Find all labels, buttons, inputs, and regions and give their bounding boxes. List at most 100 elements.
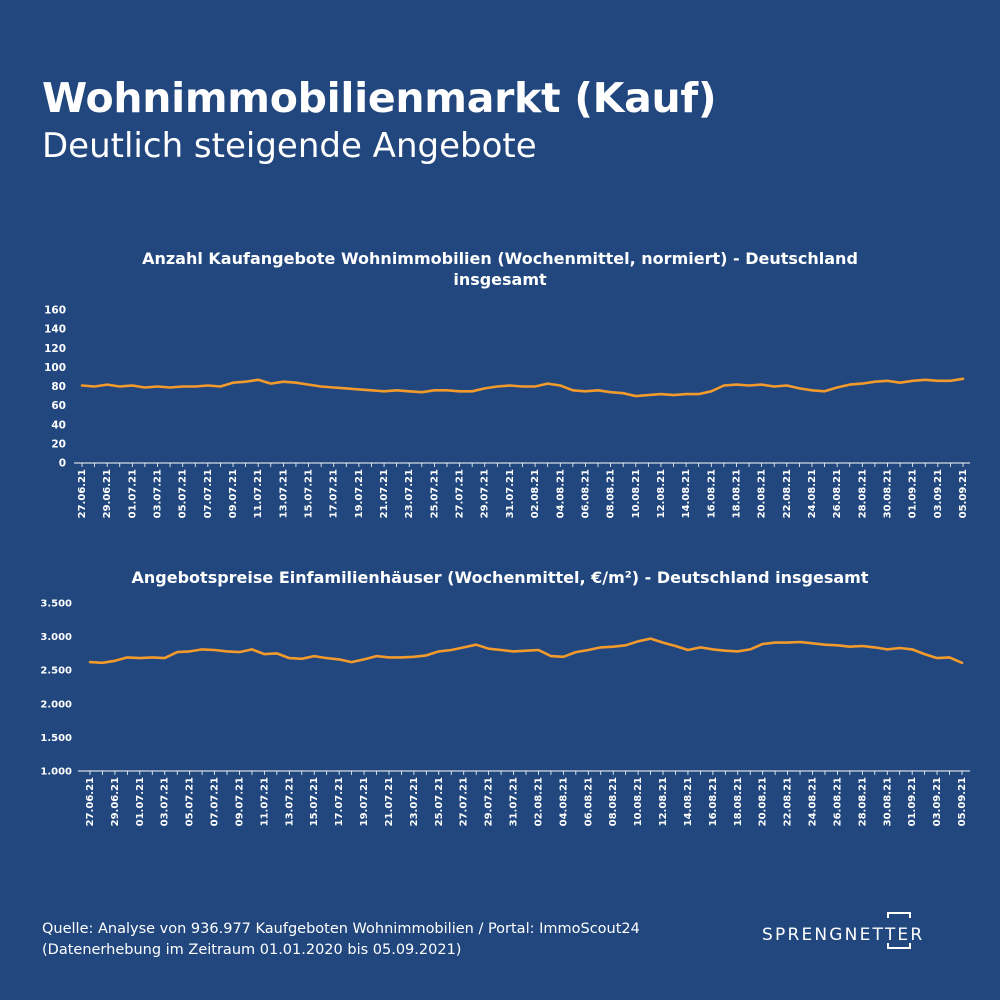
logo-text: SPRENGNETTER <box>762 925 925 945</box>
chart-1-x-tick-label: 23.07.21 <box>404 469 415 518</box>
chart-1-x-tick-label: 01.09.21 <box>908 469 919 518</box>
chart-2-x-tick-label: 01.07.21 <box>135 777 146 826</box>
chart-2-x-tick-label: 30.08.21 <box>882 777 893 826</box>
chart-2-x-tick-label: 19.07.21 <box>359 777 370 826</box>
chart-1-y-tick-label: 120 <box>44 343 66 355</box>
chart-2-x-tick-label: 15.07.21 <box>309 777 320 826</box>
chart-2-x-tick-label: 31.07.21 <box>509 777 520 826</box>
chart-1-x-tick-label: 17.07.21 <box>329 469 340 518</box>
chart-1-y-tick-label: 80 <box>51 381 66 393</box>
source-line-2: (Datenerhebung im Zeitraum 01.01.2020 bi… <box>42 942 462 958</box>
chart-1-x-tick-label: 30.08.21 <box>882 469 893 518</box>
chart-2-x-tick-label: 09.07.21 <box>234 777 245 826</box>
chart-1-x-tick-label: 18.08.21 <box>731 469 742 518</box>
page-title: Wohnimmobilienmarkt (Kauf) <box>42 74 717 122</box>
chart-2-x-tick-label: 04.08.21 <box>558 777 569 826</box>
chart-2-x-tick-label: 14.08.21 <box>683 777 694 826</box>
chart-2-title-line1: Angebotspreise Einfamilienhäuser (Wochen… <box>131 568 869 587</box>
chart-1-x-tick-label: 08.08.21 <box>606 469 617 518</box>
chart-2-x-tick-label: 28.08.21 <box>857 777 868 826</box>
chart-2-y-tick-label: 2.500 <box>40 666 72 677</box>
chart-2-x-tick-label: 20.08.21 <box>758 777 769 826</box>
chart-2-x-tick-label: 16.08.21 <box>708 777 719 826</box>
page-subtitle: Deutlich steigende Angebote <box>42 126 537 166</box>
chart-1-x-tick-label: 13.07.21 <box>278 469 289 518</box>
chart-1-x-tick-label: 05.09.21 <box>958 469 969 518</box>
chart-1-x-tick-label: 05.07.21 <box>178 469 189 518</box>
chart-1-x-tick-label: 14.08.21 <box>681 469 692 518</box>
chart-1-x-tick-label: 16.08.21 <box>706 469 717 518</box>
chart-1-y-tick-label: 100 <box>44 362 66 374</box>
chart-2-x-tick-label: 17.07.21 <box>334 777 345 826</box>
chart-2-title: Angebotspreise Einfamilienhäuser (Wochen… <box>0 567 1000 588</box>
chart-1-x-tick-label: 29.06.21 <box>102 469 113 518</box>
chart-1-x-tick-label: 03.09.21 <box>933 469 944 518</box>
chart-2-x-tick-label: 06.08.21 <box>583 777 594 826</box>
chart-2-x-tick-label: 24.08.21 <box>808 777 819 826</box>
chart-1-x-tick-label: 02.08.21 <box>530 469 541 518</box>
chart-2-y-tick-label: 1.500 <box>40 733 72 744</box>
chart-2-x-tick-label: 25.07.21 <box>434 777 445 826</box>
chart-2-x-tick-label: 11.07.21 <box>259 777 270 826</box>
chart-2-x-tick-label: 29.07.21 <box>484 777 495 826</box>
chart-2-series-line <box>88 637 964 665</box>
chart-1-x-tick-label: 15.07.21 <box>304 469 315 518</box>
chart-2-x-tick-label: 22.08.21 <box>783 777 794 826</box>
chart-2-x-tick-label: 23.07.21 <box>409 777 420 826</box>
chart-1-x-tick-label: 11.07.21 <box>253 469 264 518</box>
chart-1-x-tick-label: 27.06.21 <box>77 469 88 518</box>
chart-1-x-tick-label: 29.07.21 <box>480 469 491 518</box>
chart-2-x-tick-label: 12.08.21 <box>658 777 669 826</box>
chart-1-x-tick-label: 27.07.21 <box>455 469 466 518</box>
chart-1-x-tick-label: 01.07.21 <box>127 469 138 518</box>
chart-1-title-line1: Anzahl Kaufangebote Wohnimmobilien (Woch… <box>142 249 858 268</box>
chart-1-x-tick-label: 03.07.21 <box>153 469 164 518</box>
source-line-1: Quelle: Analyse von 936.977 Kaufgeboten … <box>42 921 640 937</box>
chart-1-x-tick-label: 06.08.21 <box>580 469 591 518</box>
chart-1-x-tick-label: 19.07.21 <box>354 469 365 518</box>
chart-1-y-tick-label: 40 <box>51 419 66 431</box>
chart-1-x-tick-label: 07.07.21 <box>203 469 214 518</box>
chart-2-x-tick-label: 01.09.21 <box>907 777 918 826</box>
chart-2-y-tick-label: 1.000 <box>40 767 72 778</box>
chart-2-x-tick-label: 26.08.21 <box>832 777 843 826</box>
chart-2-x-tick-label: 29.06.21 <box>110 777 121 826</box>
chart-2-x-tick-label: 13.07.21 <box>284 777 295 826</box>
chart-1-x-tick-label: 24.08.21 <box>807 469 818 518</box>
chart-1-x-tick-label: 09.07.21 <box>228 469 239 518</box>
chart-2-x-tick-label: 05.07.21 <box>185 777 196 826</box>
chart-2-x-tick-label: 21.07.21 <box>384 777 395 826</box>
chart-1-x-tick-label: 25.07.21 <box>429 469 440 518</box>
chart-1-x-tick-label: 04.08.21 <box>555 469 566 518</box>
chart-1-series-line <box>80 377 965 398</box>
chart-2-x-tick-label: 08.08.21 <box>608 777 619 826</box>
chart-1-x-tick-label: 21.07.21 <box>379 469 390 518</box>
chart-2-y-tick-label: 2.000 <box>40 699 72 710</box>
chart-1-y-tick-label: 60 <box>51 400 66 412</box>
chart-1-x-tick-label: 22.08.21 <box>782 469 793 518</box>
chart-2-x-tick-label: 27.07.21 <box>459 777 470 826</box>
chart-1-x-tick-label: 26.08.21 <box>832 469 843 518</box>
chart-2-x-tick-label: 18.08.21 <box>733 777 744 826</box>
chart-1-title: Anzahl Kaufangebote Wohnimmobilien (Woch… <box>0 248 1000 290</box>
chart-2-x-tick-label: 27.06.21 <box>85 777 96 826</box>
chart-1-x-tick-label: 20.08.21 <box>757 469 768 518</box>
chart-2-x-tick-label: 03.07.21 <box>160 777 171 826</box>
chart-1-x-tick-label: 10.08.21 <box>631 469 642 518</box>
chart-1-title-line2: insgesamt <box>453 270 547 289</box>
chart-2-y-tick-label: 3.500 <box>40 599 72 610</box>
chart-2-x-tick-label: 02.08.21 <box>533 777 544 826</box>
chart-2-x-tick-label: 07.07.21 <box>210 777 221 826</box>
chart-1-offers-count: 0 20 40 60 80 100 120 140 160 27.06.21 29.06.21 01.… <box>44 305 970 518</box>
chart-2-x-tick-label: 03.09.21 <box>932 777 943 826</box>
source-note: Quelle: Analyse von 936.977 Kaufgeboten … <box>42 919 640 961</box>
chart-1-y-tick-label: 140 <box>44 324 66 336</box>
logo-bracket-icon <box>887 912 911 949</box>
chart-2-y-tick-label: 3.000 <box>40 632 72 643</box>
chart-1-x-tick-label: 31.07.21 <box>505 469 516 518</box>
chart-1-y-tick-label: 160 <box>44 305 66 317</box>
chart-2-x-tick-label: 05.09.21 <box>957 777 968 826</box>
chart-1-x-tick-label: 12.08.21 <box>656 469 667 518</box>
chart-1-y-tick-label: 20 <box>51 438 66 450</box>
sprengnetter-logo: SPRENGNETTER <box>762 910 947 960</box>
